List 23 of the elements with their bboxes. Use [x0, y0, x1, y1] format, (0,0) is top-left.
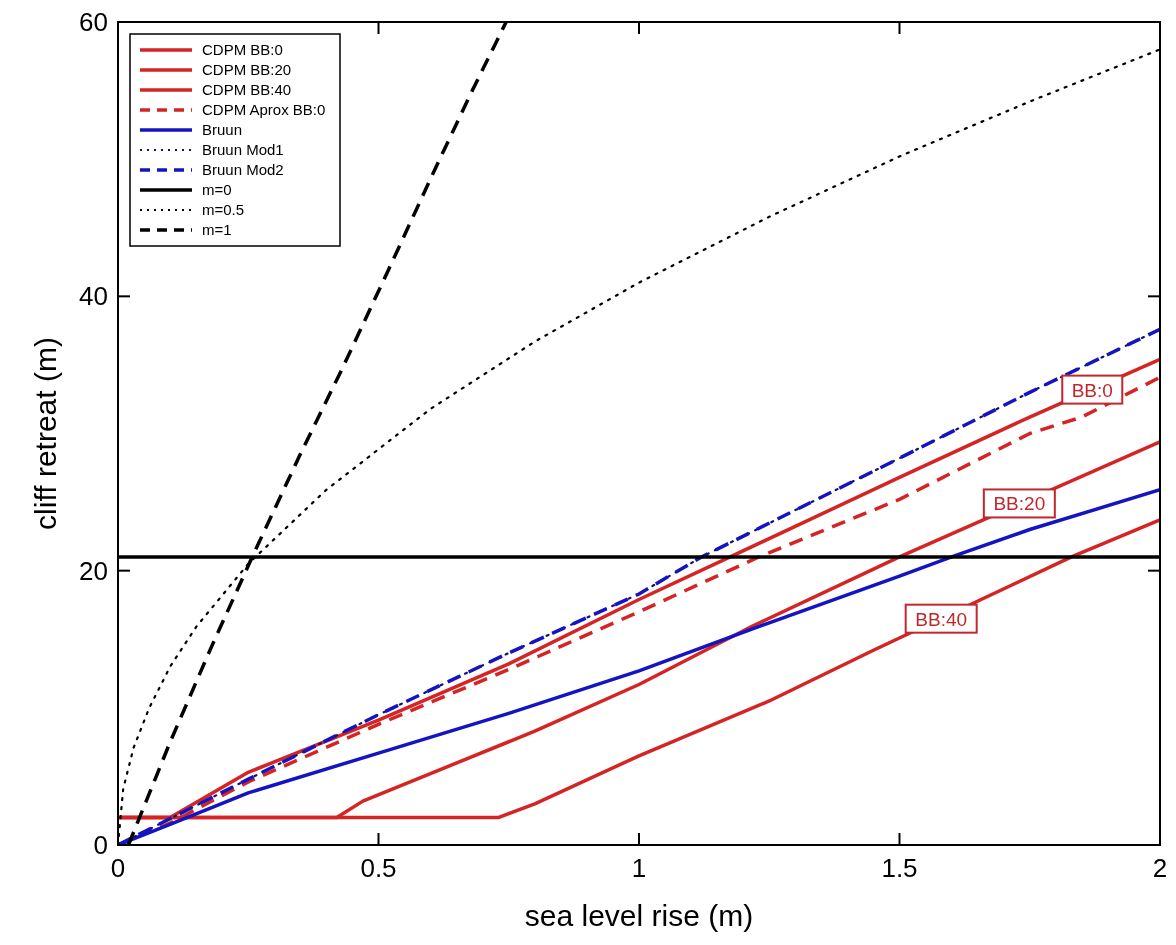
x-axis-title: sea level rise (m)	[524, 899, 754, 932]
x-tick-label: 1	[631, 853, 647, 883]
legend-label: m=0.5	[202, 201, 245, 218]
legend-label: Bruun	[202, 121, 243, 138]
y-axis-title: cliff retreat (m)	[29, 337, 62, 530]
legend-label: CDPM BB:20	[202, 61, 292, 78]
annotation: BB:0	[1071, 379, 1113, 401]
x-tick-label: 2	[1152, 853, 1168, 883]
y-tick-label: 60	[79, 7, 108, 37]
x-tick-label: 0.5	[360, 853, 397, 883]
x-tick-label: 1.5	[881, 853, 918, 883]
legend-label: Bruun Mod2	[202, 161, 284, 178]
annotation: BB:20	[993, 493, 1046, 515]
y-tick-label: 20	[79, 555, 108, 586]
y-tick-label: 0	[93, 830, 108, 860]
legend-label: CDPM BB:40	[202, 81, 292, 98]
legend-label: m=1	[202, 221, 232, 238]
y-tick-label: 40	[79, 281, 108, 312]
annotation: BB:40	[915, 608, 968, 630]
legend-label: Bruun Mod1	[202, 141, 284, 158]
legend-label: m=0	[202, 181, 232, 198]
legend-label: CDPM Aprox BB:0	[202, 101, 326, 118]
legend-label: CDPM BB:0	[202, 41, 283, 58]
